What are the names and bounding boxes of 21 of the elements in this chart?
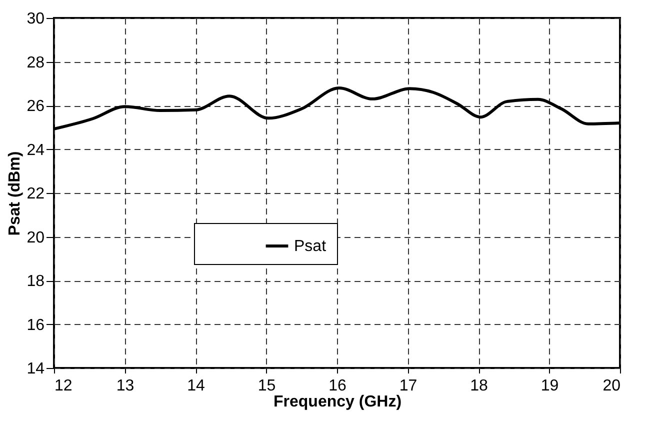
x-tick-label: 14 bbox=[187, 378, 205, 394]
y-tick-label: 22 bbox=[26, 186, 45, 202]
x-tick-label: 20 bbox=[602, 378, 621, 394]
y-tick-label: 16 bbox=[26, 316, 45, 334]
x-tick-label: 17 bbox=[399, 378, 418, 394]
y-tick-label: 26 bbox=[26, 98, 45, 115]
y-tick-label: 14 bbox=[26, 360, 45, 378]
y-tick-label: 24 bbox=[26, 142, 45, 159]
x-axis-title: Frequency (GHz) bbox=[273, 394, 402, 410]
x-tick-label: 18 bbox=[470, 378, 488, 394]
legend-label: Psat bbox=[294, 238, 327, 255]
y-tick-label: 20 bbox=[26, 229, 45, 246]
y-tick-label: 30 bbox=[26, 10, 45, 28]
y-tick-label: 18 bbox=[26, 273, 45, 290]
y-axis-title: Psat (dBm) bbox=[6, 151, 24, 236]
x-tick-label: 15 bbox=[258, 378, 276, 394]
y-tick-label: 28 bbox=[26, 54, 45, 72]
x-tick-label: 13 bbox=[116, 378, 134, 394]
x-tick-label: 12 bbox=[54, 378, 72, 394]
x-tick-label: 19 bbox=[540, 378, 559, 394]
x-tick-label: 16 bbox=[328, 378, 346, 394]
